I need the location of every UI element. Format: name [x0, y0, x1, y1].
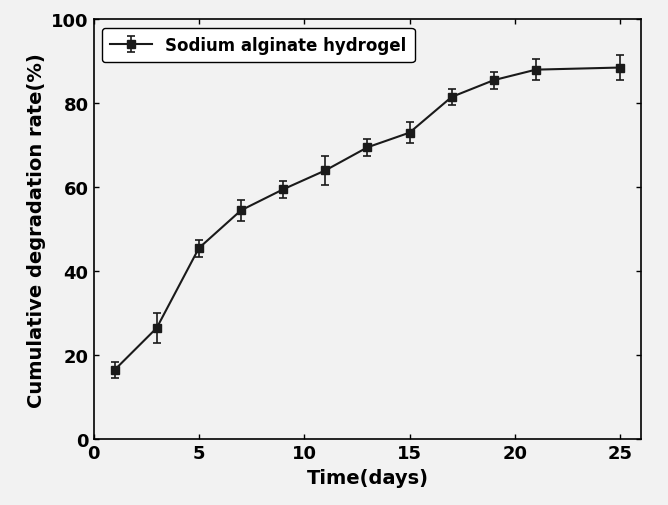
Legend: Sodium alginate hydrogel: Sodium alginate hydrogel [102, 28, 415, 63]
Y-axis label: Cumulative degradation rate(%): Cumulative degradation rate(%) [27, 53, 45, 407]
X-axis label: Time(days): Time(days) [307, 468, 428, 487]
